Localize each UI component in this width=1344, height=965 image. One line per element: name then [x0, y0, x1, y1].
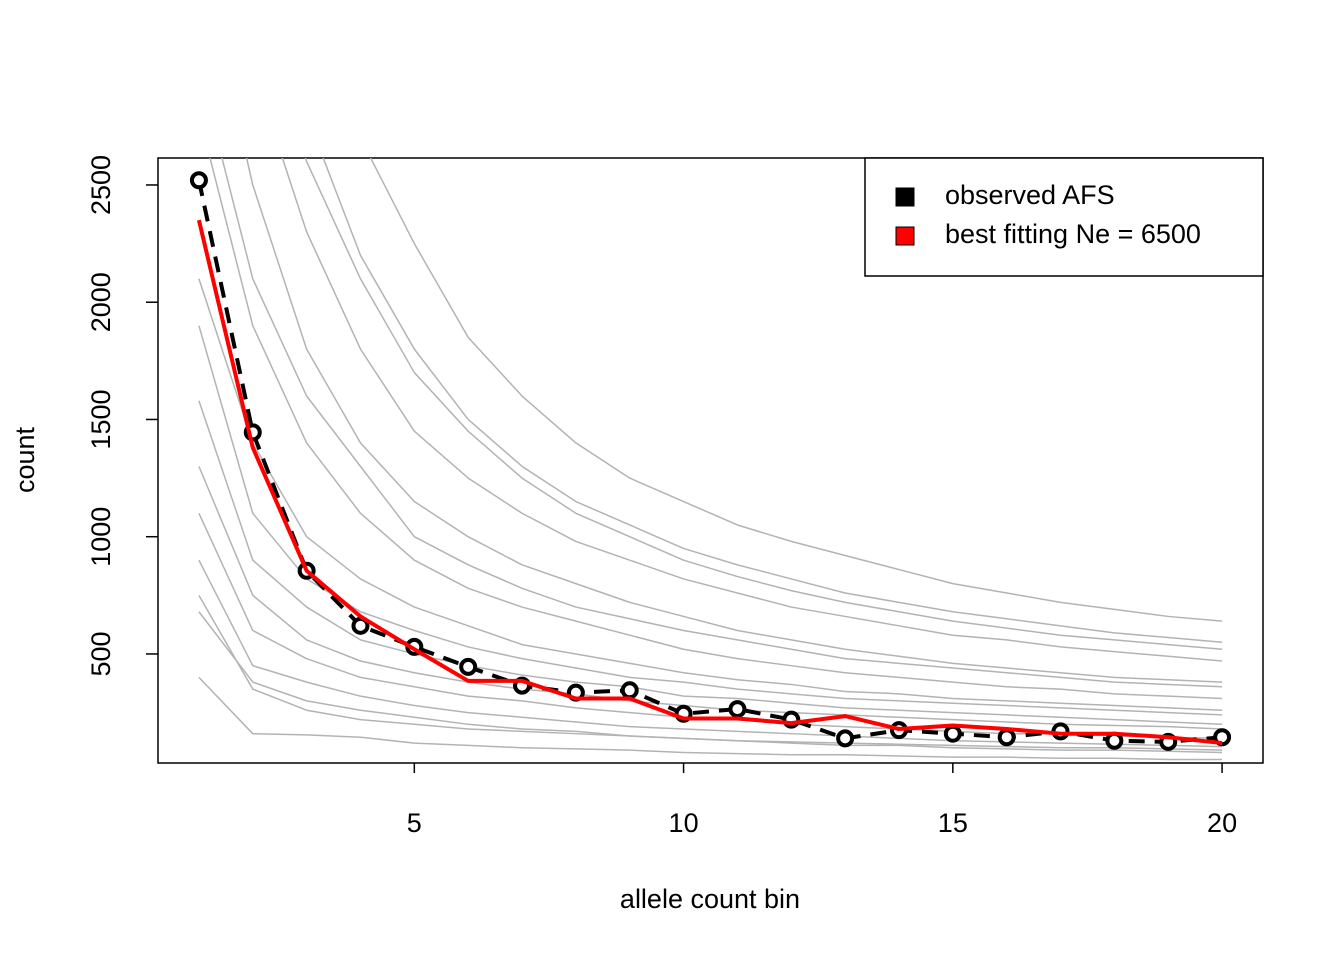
simulated-line	[209, 158, 1223, 700]
x-tick-label: 15	[938, 808, 968, 838]
y-tick-label: 1500	[86, 389, 116, 449]
simulated-line	[198, 594, 1223, 751]
y-tick-label: 1000	[86, 507, 116, 567]
simulated-line	[198, 278, 1223, 711]
data-point	[459, 657, 478, 676]
data-point	[189, 171, 208, 190]
x-tick-label: 5	[407, 808, 422, 838]
simulated-line	[198, 559, 1223, 748]
x-tick-label: 20	[1207, 808, 1237, 838]
simulated-line	[221, 158, 1223, 688]
plot-area	[189, 158, 1232, 761]
data-point	[728, 700, 747, 719]
simulated-line	[322, 158, 1223, 643]
x-tick-label: 10	[669, 808, 699, 838]
simulated-line	[198, 676, 1223, 761]
data-point	[943, 724, 962, 743]
data-point	[620, 681, 639, 700]
simulated-line	[245, 158, 1223, 683]
simulated-line	[198, 400, 1223, 726]
y-axis-title: count	[10, 426, 40, 493]
legend-box	[864, 157, 1264, 277]
data-point	[351, 616, 370, 635]
legend-swatch	[895, 187, 915, 207]
x-axis-title: allele count bin	[620, 884, 800, 914]
series-line	[196, 219, 1223, 746]
legend-label: observed AFS	[945, 180, 1115, 210]
simulated-line	[198, 466, 1223, 730]
simulated-line	[281, 158, 1223, 662]
data-point	[997, 728, 1016, 747]
data-point	[836, 729, 855, 748]
simulated-line	[369, 158, 1223, 622]
legend-swatch	[895, 226, 915, 246]
simulated-line	[304, 158, 1223, 651]
plot-frame	[157, 157, 1264, 764]
y-tick-label: 2500	[86, 155, 116, 215]
legend-label: best fitting Ne = 6500	[945, 219, 1201, 249]
y-tick-label: 2000	[86, 272, 116, 332]
simulated-line	[198, 325, 1223, 716]
y-tick-label: 500	[86, 631, 116, 676]
